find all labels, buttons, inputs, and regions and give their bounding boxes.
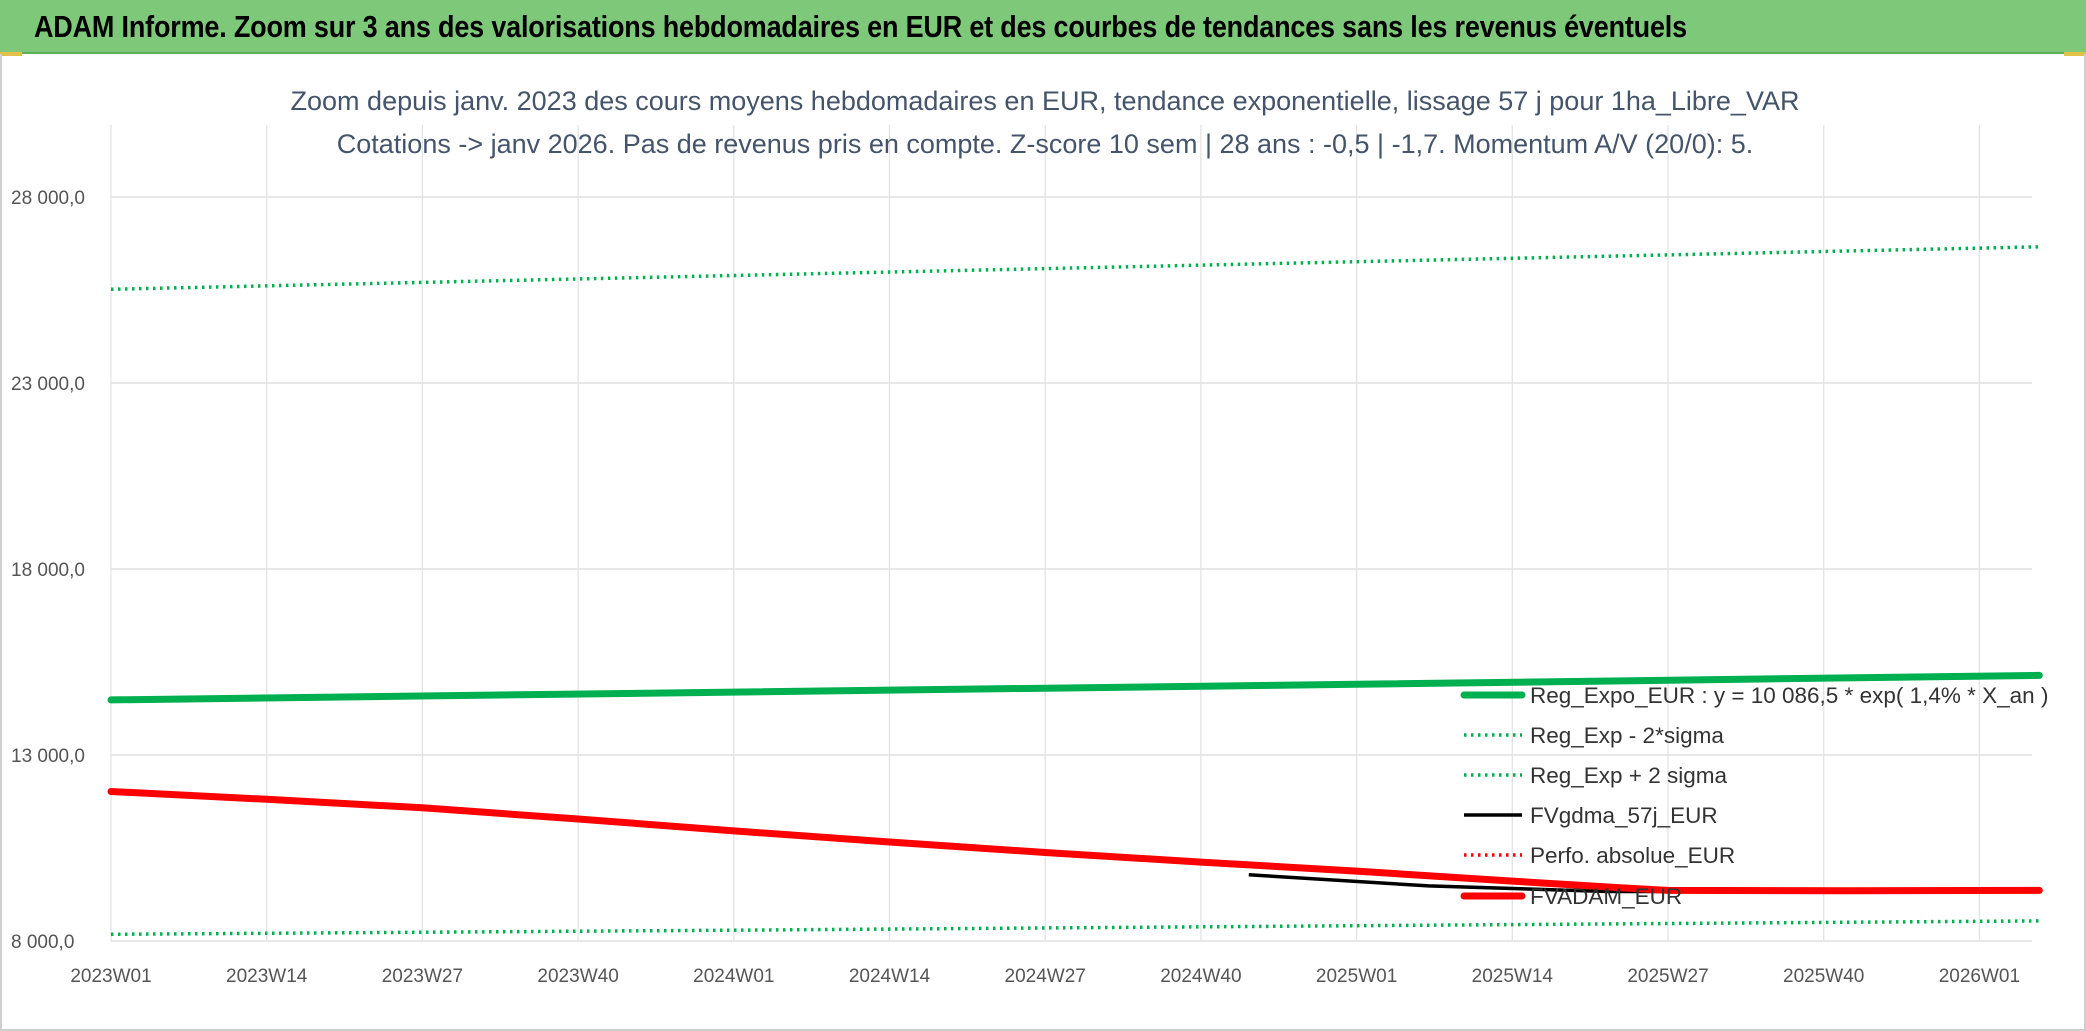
grid-lines xyxy=(110,125,2032,942)
legend-label: Perfo. absolue_EUR xyxy=(1530,843,1735,868)
x-tick-label: 2023W01 xyxy=(70,966,151,987)
legend-label: FVADAM_EUR xyxy=(1530,884,1682,909)
legend-label: FVgdma_57j_EUR xyxy=(1530,803,1718,828)
y-tick-label: 13 000,0 xyxy=(11,746,85,767)
y-axis: 28 000,0 23 000,0 18 000,0 13 000,0 8 000,0 xyxy=(11,188,85,953)
x-tick-label: 2023W27 xyxy=(382,966,463,987)
y-tick-label: 18 000,0 xyxy=(11,560,85,581)
y-tick-label: 28 000,0 xyxy=(11,188,85,209)
x-tick-label: 2023W14 xyxy=(226,966,308,987)
series-group xyxy=(107,245,2043,937)
x-axis: 2023W01 2023W14 2023W27 2023W40 2024W01 2024W… xyxy=(70,966,2020,987)
chart-title-line-2: Cotations -> janv 2026. Pas de revenus p… xyxy=(337,129,1753,159)
y-tick-label: 8 000,0 xyxy=(11,932,74,953)
x-tick-label: 2025W27 xyxy=(1627,966,1708,987)
chart-title-line-1: Zoom depuis janv. 2023 des cours moyens … xyxy=(291,86,1800,116)
x-tick-label: 2025W40 xyxy=(1783,966,1864,987)
legend-label: Reg_Exp + 2 sigma xyxy=(1530,763,1727,788)
y-tick-label: 23 000,0 xyxy=(11,374,85,395)
legend-label: Reg_Exp - 2*sigma xyxy=(1530,723,1724,748)
legend-label: Reg_Expo_EUR : y = 10 086,5 * exp( 1,4% … xyxy=(1530,683,2048,708)
report-title: ADAM Informe. Zoom sur 3 ans des valoris… xyxy=(34,9,1687,44)
x-tick-label: 2024W14 xyxy=(849,966,931,987)
x-tick-label: 2024W27 xyxy=(1005,966,1086,987)
banner-corner-left xyxy=(0,52,22,56)
banner-corner-right xyxy=(2064,52,2086,56)
series-line-1 xyxy=(110,919,2040,937)
report-banner: ADAM Informe. Zoom sur 3 ans des valoris… xyxy=(0,0,2086,54)
series-line-5 xyxy=(107,788,2043,895)
series-line-2 xyxy=(110,245,2040,292)
x-tick-label: 2024W01 xyxy=(693,966,774,987)
series-line-0 xyxy=(107,671,2043,704)
legend[interactable]: Reg_Expo_EUR : y = 10 086,5 * exp( 1,4% … xyxy=(1460,683,2048,909)
x-tick-label: 2024W40 xyxy=(1160,966,1241,987)
x-tick-label: 2023W40 xyxy=(537,966,618,987)
x-tick-label: 2026W01 xyxy=(1939,966,2020,987)
x-tick-label: 2025W14 xyxy=(1472,966,1554,987)
x-tick-label: 2025W01 xyxy=(1316,966,1397,987)
chart-frame xyxy=(0,54,2086,1031)
